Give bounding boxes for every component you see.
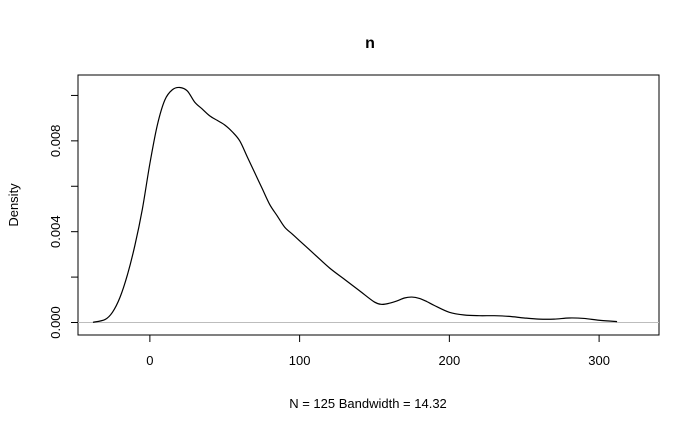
x-tick-label: 300 xyxy=(588,353,610,368)
x-axis-label: N = 125 Bandwidth = 14.32 xyxy=(289,396,447,411)
x-tick-label: 200 xyxy=(439,353,461,368)
y-tick-label: 0.004 xyxy=(48,215,63,248)
y-tick-label: 0.008 xyxy=(48,125,63,158)
y-axis: 0.000 0.004 0.008 xyxy=(48,94,79,339)
x-tick-label: 100 xyxy=(289,353,311,368)
x-axis: 0 100 200 300 xyxy=(146,334,610,368)
density-curve xyxy=(92,86,618,323)
y-tick-label: 0.000 xyxy=(48,306,63,339)
x-tick-label: 0 xyxy=(146,353,153,368)
chart-title: n xyxy=(365,35,375,52)
y-axis-label: Density xyxy=(6,183,21,227)
plot-frame xyxy=(77,74,660,336)
